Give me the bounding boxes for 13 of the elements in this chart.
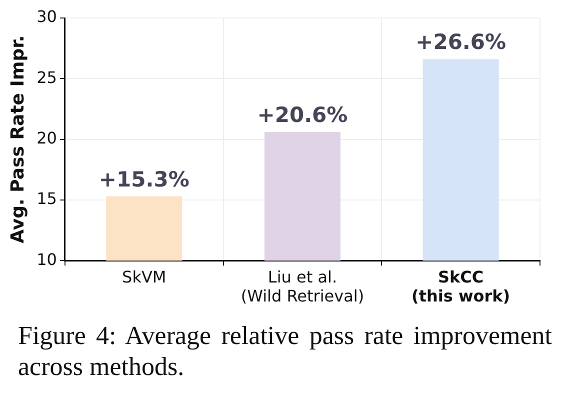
x-tick-label: SkVM (122, 267, 166, 286)
data-label: +20.6% (257, 102, 348, 127)
data-label: +26.6% (416, 30, 506, 54)
y-axis-title: Avg. Pass Rate Impr. (7, 35, 28, 244)
data-label: +15.3% (98, 167, 190, 192)
y-tick-label: 25 (36, 68, 57, 87)
x-tick-label: Liu et al. (Wild Retrieval) (240, 267, 364, 306)
x-tick-label: SkCC (this work) (412, 267, 510, 306)
caption: Figure 4: Average relative pass rate improvement across methods. (18, 320, 552, 382)
y-tick-label: 15 (36, 189, 57, 208)
y-tick-label: 20 (36, 128, 57, 148)
y-tick-label: 10 (36, 250, 57, 269)
y-tick-label: 30 (36, 7, 57, 26)
